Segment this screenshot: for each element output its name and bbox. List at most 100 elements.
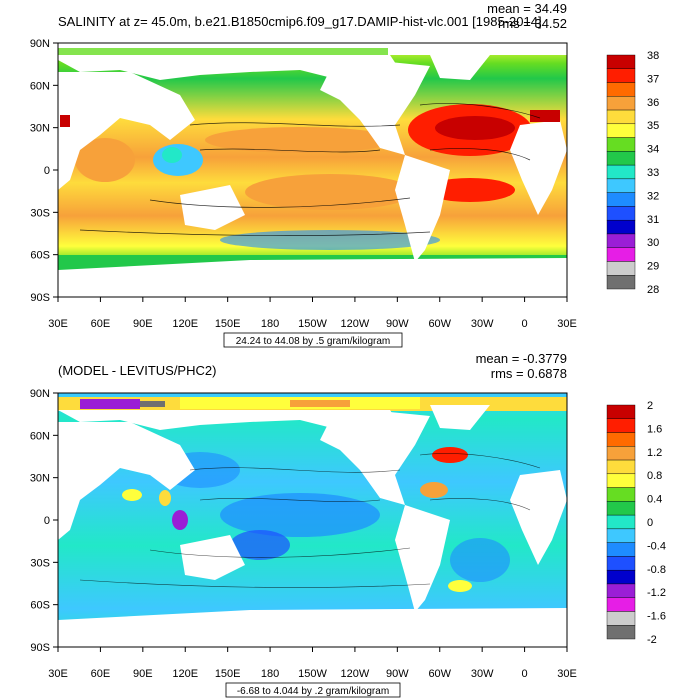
colorbar-swatch xyxy=(606,192,636,207)
colorbar-swatch xyxy=(606,446,636,461)
colorbar-label: -0.8 xyxy=(647,564,666,576)
mean-label: mean = 34.49 xyxy=(487,1,567,16)
colorbar-label: 2 xyxy=(647,400,653,412)
colorbar-swatch xyxy=(606,261,636,276)
colorbar-swatch xyxy=(606,219,636,235)
colorbar-label: -0.4 xyxy=(647,540,666,552)
lon-tick-label: 30W xyxy=(471,318,494,330)
colorbar-label: 34 xyxy=(647,144,659,156)
rms-label: rms = 34.52 xyxy=(498,16,567,31)
lon-tick-label: 90W xyxy=(386,668,409,680)
lat-tick-label: 90S xyxy=(30,292,50,304)
colorbar-label: 30 xyxy=(647,237,659,249)
lon-tick-label: 90W xyxy=(386,318,409,330)
colorbar-label: -1.6 xyxy=(647,611,666,623)
lon-tick-label: 120E xyxy=(172,318,198,330)
panel-title: SALINITY at z= 45.0m, b.e21.B1850cmip6.f… xyxy=(58,14,542,29)
lon-tick-label: 0 xyxy=(522,668,528,680)
colorbar-label: 31 xyxy=(647,214,659,226)
lon-axis: 30E 60E 90E 120E 150E 180 150W 120W 90W 60W 30W 0 30… xyxy=(48,297,577,330)
lon-tick-label: 60E xyxy=(91,668,111,680)
lat-tick-label: 60S xyxy=(30,250,50,262)
colorbar-swatch xyxy=(606,96,636,111)
colorbar-swatch xyxy=(606,123,636,138)
lon-tick-label: 30W xyxy=(471,668,494,680)
colorbar-label: 38 xyxy=(647,50,659,62)
colorbar-swatch xyxy=(606,583,636,598)
colorbar-label: 29 xyxy=(647,261,659,273)
colorbar-swatch xyxy=(606,164,636,180)
lat-tick-label: 90N xyxy=(30,388,50,400)
colorbar-swatch xyxy=(606,487,636,502)
lon-tick-label: 150E xyxy=(215,318,241,330)
colorbar-swatch xyxy=(606,206,636,221)
lat-tick-label: 60N xyxy=(30,80,50,92)
salinity-map xyxy=(58,43,567,297)
colorbar-label: 0.4 xyxy=(647,494,662,506)
colorbar-swatch xyxy=(606,54,636,69)
lon-tick-label: 60W xyxy=(428,318,451,330)
colorbar-label: 37 xyxy=(647,73,659,85)
colorbar-swatch xyxy=(606,611,636,626)
lat-tick-label: 30N xyxy=(30,473,50,485)
lon-tick-label: 60E xyxy=(91,318,111,330)
colorbar-swatch xyxy=(606,597,636,612)
lat-axis: 90N 60N 30N 0 30S 60S 90S xyxy=(30,38,58,304)
colorbar-swatch xyxy=(606,404,636,419)
lon-tick-label: 120E xyxy=(172,668,198,680)
colorbar-swatch xyxy=(606,137,636,152)
lon-tick-label: 30E xyxy=(557,318,577,330)
info-box-text: -6.68 to 4.044 by .2 gram/kilogram xyxy=(237,686,389,697)
salinity-panel: SALINITY at z= 45.0m, b.e21.B1850cmip6.f… xyxy=(30,1,659,348)
colorbar: 2 1.6 1.2 0.8 0.4 0 -0.4 -0.8 -1.2 -1.6 -2 xyxy=(606,400,666,646)
colorbar-label: 0 xyxy=(647,517,653,529)
info-box-text: 24.24 to 44.08 by .5 gram/kilogram xyxy=(236,336,391,347)
colorbar-swatch xyxy=(606,151,636,166)
colorbar-swatch xyxy=(606,247,636,262)
colorbar-swatch xyxy=(606,275,636,290)
info-box xyxy=(223,332,403,348)
lat-tick-label: 0 xyxy=(44,515,50,527)
colorbar-swatch xyxy=(606,501,636,516)
lon-tick-label: 120W xyxy=(341,318,370,330)
lon-tick-label: 90E xyxy=(133,318,153,330)
colorbar-label: 33 xyxy=(647,167,659,179)
lon-axis: 30E 60E 90E 120E 150E 180 150W 120W 90W 60W 30W 0 30… xyxy=(48,647,577,680)
colorbar-swatch xyxy=(606,432,636,447)
colorbar-swatch xyxy=(606,418,636,433)
lon-tick-label: 180 xyxy=(261,668,279,680)
lon-tick-label: 90E xyxy=(133,668,153,680)
lon-tick-label: 150E xyxy=(215,668,241,680)
lon-tick-label: 150W xyxy=(298,668,327,680)
info-box xyxy=(225,682,401,698)
difference-map xyxy=(58,393,567,647)
lon-tick-label: 150W xyxy=(298,318,327,330)
lat-tick-label: 90N xyxy=(30,38,50,50)
colorbar-swatch xyxy=(606,459,636,475)
lon-tick-label: 30E xyxy=(557,668,577,680)
colorbar-swatch xyxy=(606,82,636,97)
lon-tick-label: 0 xyxy=(522,318,528,330)
lat-tick-label: 30N xyxy=(30,123,50,135)
colorbar-label: 32 xyxy=(647,190,659,202)
colorbar-swatch xyxy=(606,109,636,125)
colorbar-label: 36 xyxy=(647,97,659,109)
lon-tick-label: 60W xyxy=(428,668,451,680)
colorbar-label: -2 xyxy=(647,634,657,646)
lat-tick-label: 30S xyxy=(30,207,50,219)
colorbar-swatch xyxy=(606,473,636,488)
colorbar-swatch xyxy=(606,569,636,585)
colorbar: 38 37 36 35 34 33 32 31 30 29 28 xyxy=(606,50,659,296)
lon-tick-label: 180 xyxy=(261,318,279,330)
lon-tick-label: 30E xyxy=(48,318,68,330)
colorbar-label: 35 xyxy=(647,120,659,132)
lat-axis: 90N 60N 30N 0 30S 60S 90S xyxy=(30,388,58,654)
lon-tick-label: 120W xyxy=(341,668,370,680)
lat-tick-label: 30S xyxy=(30,557,50,569)
colorbar-swatch xyxy=(606,625,636,640)
colorbar-label: 1.6 xyxy=(647,423,662,435)
lat-tick-label: 60S xyxy=(30,600,50,612)
colorbar-label: 1.2 xyxy=(647,447,662,459)
mean-label: mean = -0.3779 xyxy=(476,351,567,366)
